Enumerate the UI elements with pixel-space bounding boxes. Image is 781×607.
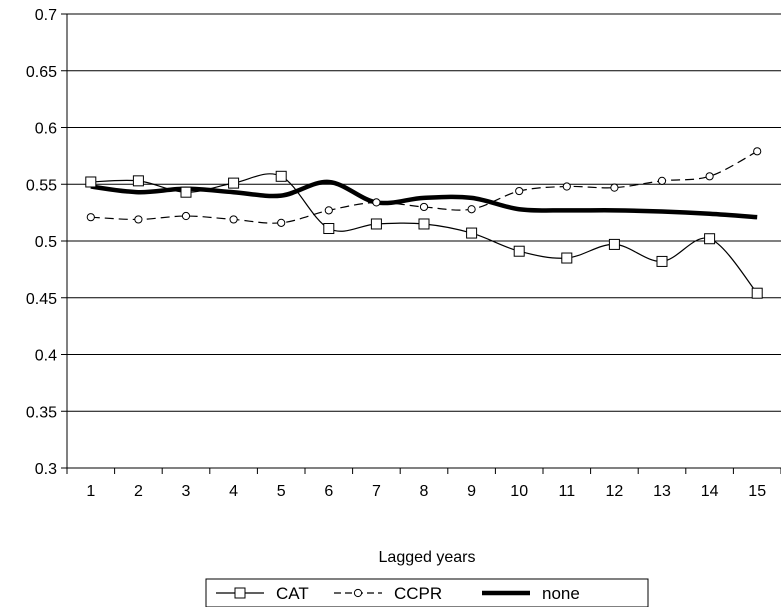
y-tick-label: 0.45 xyxy=(26,291,57,308)
series-line-none xyxy=(90,179,758,220)
x-tick-label: 11 xyxy=(558,483,575,500)
x-tick-labels: 1 2 3 4 5 6 7 8 9 10 11 12 13 14 15 xyxy=(86,483,766,500)
data-point-ccpr xyxy=(753,147,762,156)
x-tick-label: 12 xyxy=(606,483,624,500)
y-tick-labels: 0.3 0.35 0.4 0.45 0.5 0.55 0.6 0.65 0.7 xyxy=(26,7,57,478)
data-point-ccpr xyxy=(181,211,191,221)
data-point-cat xyxy=(418,218,430,230)
legend-box xyxy=(205,578,649,607)
data-point-ccpr xyxy=(324,206,333,215)
data-point-ccpr xyxy=(277,218,286,227)
data-point-ccpr xyxy=(229,215,238,224)
y-tick-label: 0.65 xyxy=(26,64,57,81)
x-tick-label: 9 xyxy=(467,483,476,500)
gridlines xyxy=(67,13,781,469)
data-point-ccpr xyxy=(134,215,143,224)
data-point-cat xyxy=(466,227,478,239)
legend-marker-cat xyxy=(234,587,246,599)
x-tick-label: 15 xyxy=(748,483,766,500)
x-tick-label: 7 xyxy=(372,483,381,500)
data-point-cat xyxy=(751,287,763,299)
data-point-cat xyxy=(132,175,144,187)
x-tick-label: 8 xyxy=(420,483,429,500)
y-tick-label: 0.4 xyxy=(35,348,57,365)
data-point-ccpr xyxy=(372,198,381,207)
x-tick-label: 3 xyxy=(182,483,191,500)
legend-label-ccpr: CCPR xyxy=(394,584,442,603)
x-tick-label: 5 xyxy=(277,483,286,500)
y-tick-label: 0.5 xyxy=(35,234,57,251)
x-tick-label: 14 xyxy=(701,483,719,500)
data-point-cat xyxy=(323,223,335,235)
y-tick-label: 0.6 xyxy=(35,121,57,138)
data-point-ccpr xyxy=(86,213,95,222)
data-point-ccpr xyxy=(515,186,524,196)
y-tick-label: 0.35 xyxy=(26,404,57,421)
data-point-ccpr xyxy=(467,205,476,214)
data-point-cat xyxy=(85,176,97,188)
x-tick-label: 10 xyxy=(510,483,528,500)
y-tick-label: 0.55 xyxy=(26,177,57,194)
axes xyxy=(61,13,781,474)
data-point-cat xyxy=(513,245,525,257)
x-tick-label: 6 xyxy=(324,483,333,500)
legend-marker-ccpr xyxy=(353,588,363,598)
data-point-cat xyxy=(370,218,382,230)
data-point-cat xyxy=(275,170,287,182)
data-point-ccpr xyxy=(657,176,667,185)
data-point-ccpr xyxy=(610,183,619,192)
legend: CAT CCPR none xyxy=(205,578,649,607)
data-point-cat xyxy=(180,186,192,198)
data-point-cat xyxy=(656,255,668,267)
series-markers xyxy=(85,147,763,299)
data-point-ccpr xyxy=(562,182,571,191)
x-axis-title: Lagged years xyxy=(379,549,476,566)
y-tick-label: 0.3 xyxy=(35,461,57,478)
x-tick-label: 4 xyxy=(229,483,238,500)
data-point-ccpr xyxy=(419,202,429,212)
x-tick-label: 1 xyxy=(86,483,95,500)
y-tick-label: 0.7 xyxy=(35,7,57,24)
data-point-cat xyxy=(228,177,240,189)
x-tick-label: 13 xyxy=(653,483,671,500)
data-point-ccpr xyxy=(705,172,714,181)
data-point-cat xyxy=(608,238,620,250)
legend-label-cat: CAT xyxy=(276,584,309,603)
data-point-cat xyxy=(704,233,716,245)
data-point-cat xyxy=(561,252,573,264)
legend-label-none: none xyxy=(542,584,580,603)
x-tick-label: 2 xyxy=(134,483,143,500)
